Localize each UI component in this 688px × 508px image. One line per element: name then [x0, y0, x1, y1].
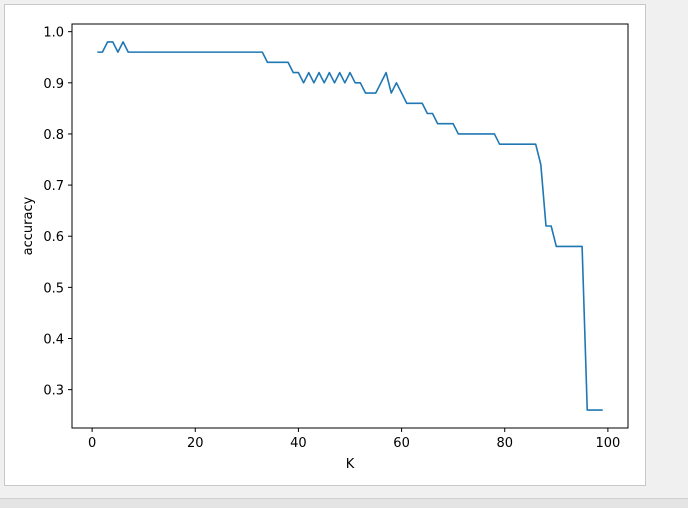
y-tick-label: 0.3 — [43, 384, 64, 399]
y-tick-label: 1.0 — [43, 26, 64, 41]
y-tick-label: 0.5 — [43, 281, 64, 296]
y-tick-label: 0.7 — [43, 179, 64, 194]
y-axis-label: accuracy — [21, 196, 36, 255]
x-axis-label: K — [346, 457, 355, 472]
plot-area — [71, 23, 629, 429]
y-tick-label: 0.9 — [43, 77, 64, 92]
y-tick-label: 0.8 — [43, 128, 64, 143]
x-tick-label: 20 — [187, 436, 204, 451]
x-tick-label: 80 — [496, 436, 513, 451]
y-axis-ticks: 0.3 0.4 0.5 0.6 0.7 0.8 0.9 1.0 — [43, 26, 72, 399]
y-tick-label: 0.4 — [43, 333, 64, 348]
status-bar — [0, 498, 688, 508]
x-axis-ticks: 0 20 40 60 80 100 — [88, 428, 620, 451]
x-tick-label: 0 — [88, 436, 96, 451]
series-line — [97, 41, 603, 411]
x-tick-label: 40 — [290, 436, 307, 451]
x-tick-label: 60 — [393, 436, 410, 451]
y-tick-label: 0.6 — [43, 230, 64, 245]
x-tick-label: 100 — [595, 436, 620, 451]
